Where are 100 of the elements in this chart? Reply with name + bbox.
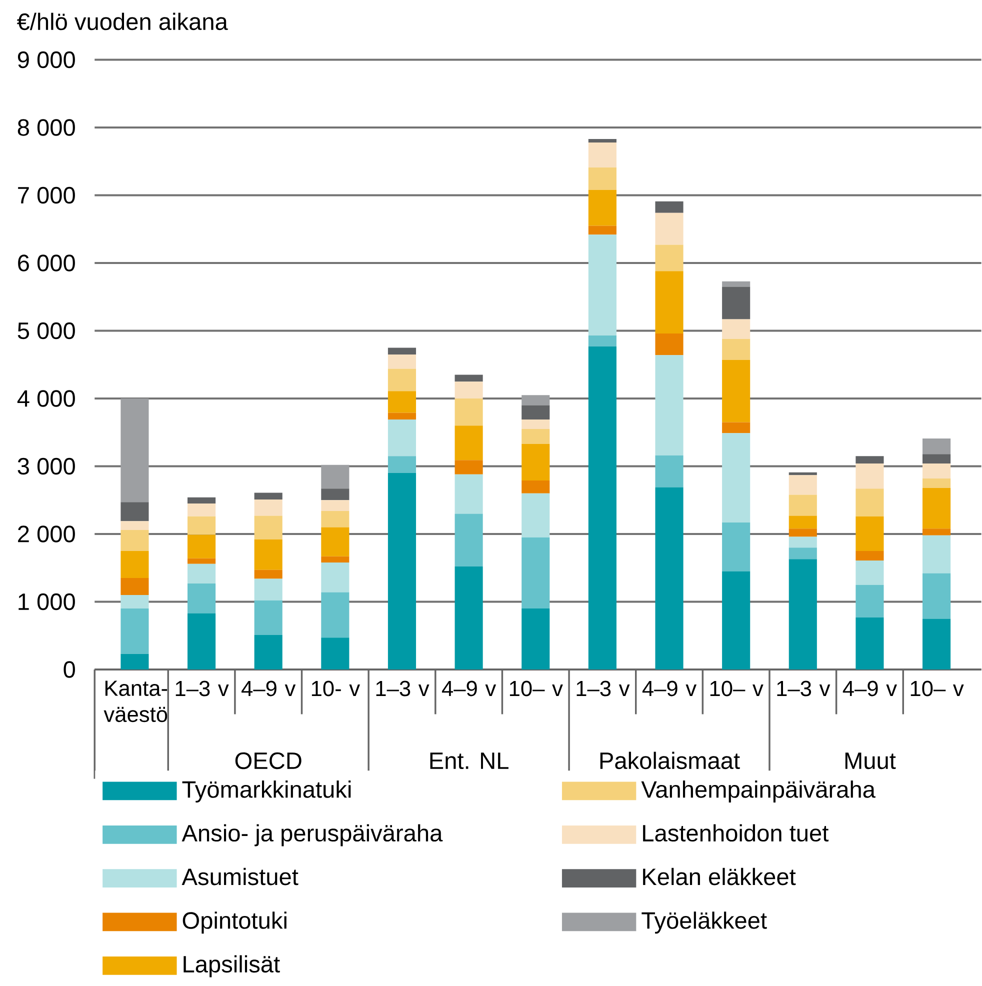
bar xyxy=(655,487,684,670)
bar xyxy=(722,286,750,320)
legend-label: Työmarkkinatuki xyxy=(182,780,350,803)
bar xyxy=(655,333,684,356)
bar xyxy=(254,570,282,579)
bar xyxy=(254,539,282,570)
bar xyxy=(655,355,684,456)
legend-label: Lastenhoidon tuet xyxy=(642,824,828,842)
bar xyxy=(454,426,483,460)
bar xyxy=(120,608,149,654)
bar xyxy=(856,488,884,516)
x-tick-label: 10– v xyxy=(510,680,563,696)
bar xyxy=(388,473,416,670)
x-tick-label: 1–3 v xyxy=(576,680,630,696)
text: Muut xyxy=(845,752,896,770)
bar xyxy=(588,336,616,346)
bar xyxy=(856,584,884,618)
bar xyxy=(788,528,817,537)
bar xyxy=(788,548,817,560)
bar xyxy=(388,348,416,354)
bar xyxy=(521,608,550,670)
bar xyxy=(788,472,817,476)
y-tick-label: 6 000 xyxy=(18,254,75,272)
bar xyxy=(521,444,550,480)
bar xyxy=(254,578,282,600)
bar xyxy=(321,562,350,592)
x-tick-label: 4–9 v xyxy=(842,680,897,696)
bar xyxy=(722,281,750,287)
bar xyxy=(722,360,750,422)
text: Ent. NL xyxy=(430,752,508,770)
bar xyxy=(321,464,350,489)
bar xyxy=(521,405,550,420)
text: Pakolaismaat xyxy=(600,752,740,770)
x-tick-label: 10– v xyxy=(910,680,964,696)
bar xyxy=(120,398,149,502)
bar xyxy=(722,422,750,434)
legend-label: Asumistuet xyxy=(182,868,298,886)
y-tick-label: 7 000 xyxy=(18,186,75,204)
bar xyxy=(788,516,817,529)
bar xyxy=(856,456,884,464)
bar xyxy=(722,319,750,339)
x-tick-label: 10– v xyxy=(710,680,764,696)
bar xyxy=(922,464,950,478)
bar xyxy=(922,438,950,454)
bar xyxy=(521,537,550,609)
bar xyxy=(588,346,616,670)
bar xyxy=(588,234,616,336)
bar xyxy=(187,583,216,614)
x-tick-label: 1–3 v xyxy=(376,680,430,696)
bar xyxy=(588,142,616,168)
bar xyxy=(856,550,884,560)
bar xyxy=(454,474,483,514)
bar xyxy=(922,478,950,488)
x-tick-label: Kanta-väestö xyxy=(104,680,167,722)
bar xyxy=(388,412,416,420)
bar xyxy=(521,429,550,444)
y-tick-label: 8 000 xyxy=(18,119,75,136)
bar xyxy=(922,535,950,574)
bar xyxy=(187,516,216,535)
bar xyxy=(922,488,950,529)
bar xyxy=(388,354,416,369)
bar xyxy=(722,338,750,360)
bar xyxy=(856,560,884,585)
bar xyxy=(187,534,216,558)
y-tick-label: 5 000 xyxy=(18,322,75,340)
bar xyxy=(187,558,216,564)
bar xyxy=(922,528,950,536)
bar xyxy=(254,492,282,500)
bar xyxy=(254,600,282,635)
bar xyxy=(187,497,216,504)
legend-label: Ansio- ja peruspäiväraha xyxy=(182,824,443,846)
bar xyxy=(120,550,149,578)
bar xyxy=(588,168,616,190)
bar xyxy=(856,516,884,551)
bar xyxy=(722,433,750,522)
bar xyxy=(655,455,684,488)
bar xyxy=(120,594,149,609)
bar xyxy=(454,374,483,382)
bar xyxy=(521,395,550,406)
bar xyxy=(856,617,884,670)
y-tick-label: 3 000 xyxy=(18,458,75,475)
bar xyxy=(788,494,817,516)
bar xyxy=(187,504,216,516)
bar xyxy=(521,480,550,494)
y-tick-label: 2 000 xyxy=(18,526,75,542)
legend-label: Työeläkkeet xyxy=(642,912,767,934)
bar xyxy=(454,382,483,399)
bar xyxy=(588,226,616,235)
bar xyxy=(321,592,350,638)
bar xyxy=(321,488,350,500)
bar xyxy=(321,638,350,670)
bar xyxy=(588,190,616,226)
bar xyxy=(254,634,282,670)
y-tick-label: 0 xyxy=(64,661,75,678)
bar xyxy=(254,516,282,540)
bar xyxy=(722,571,750,670)
bar xyxy=(120,521,149,530)
bar xyxy=(788,536,817,548)
bar xyxy=(388,420,416,456)
x-tick-label: 4–9 v xyxy=(642,680,696,696)
